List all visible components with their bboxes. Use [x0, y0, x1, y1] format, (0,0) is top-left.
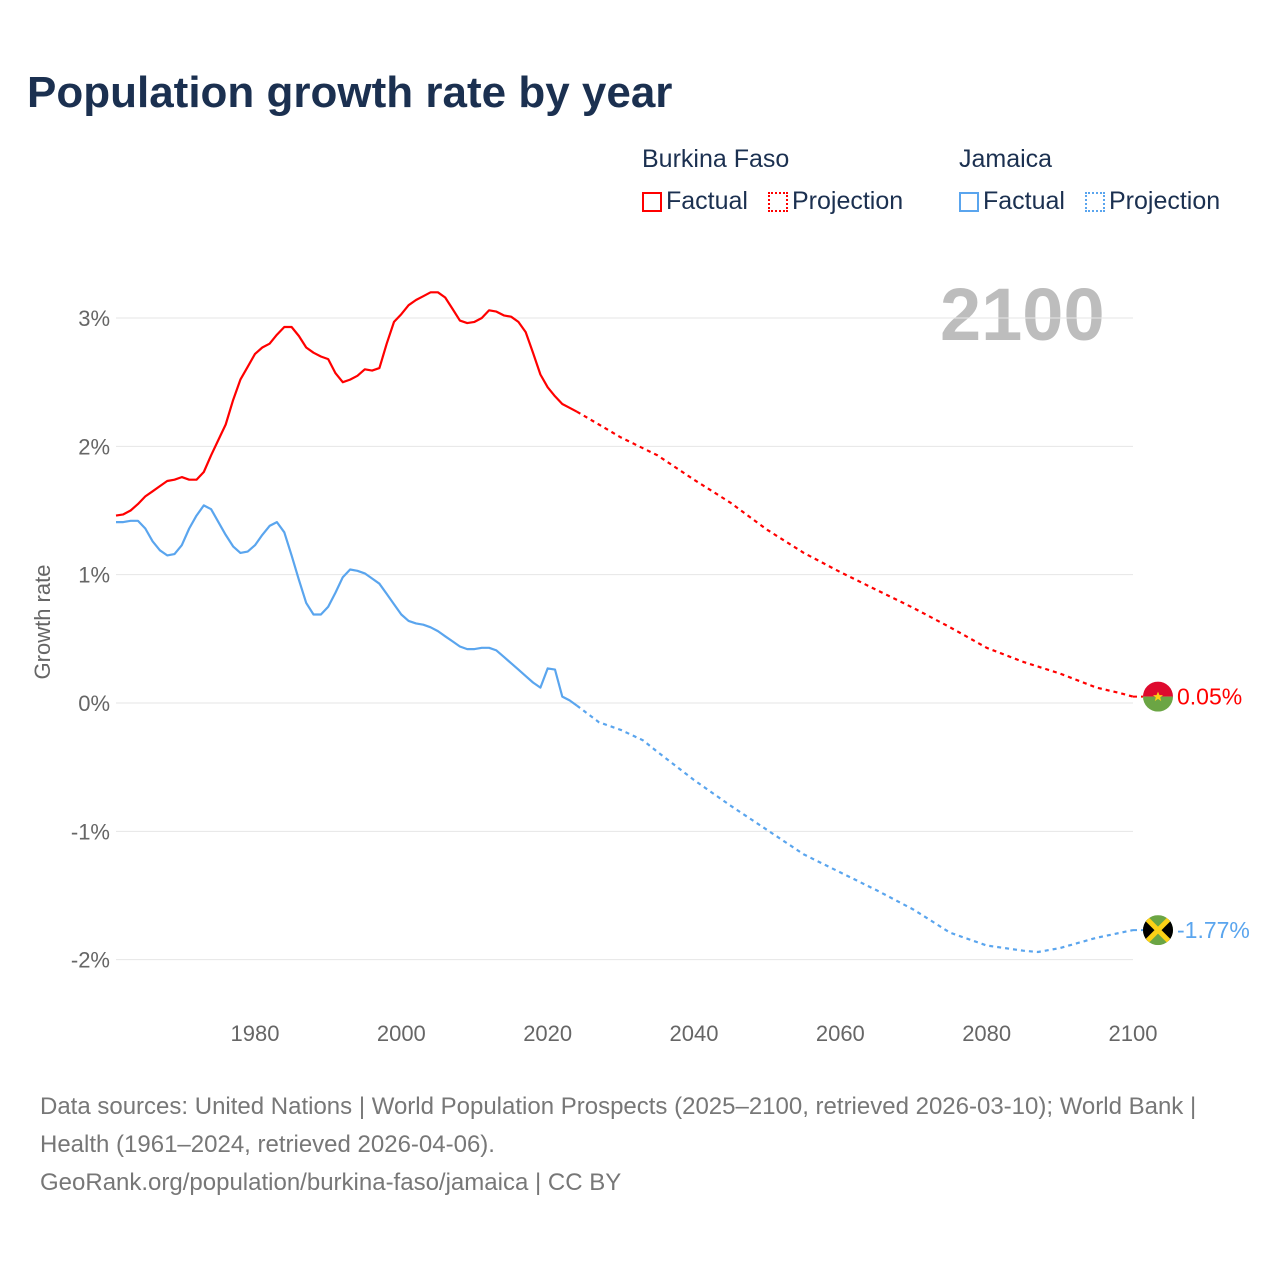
legend-country: Jamaica [959, 145, 1053, 173]
y-tick-label: 0% [78, 691, 110, 716]
series-line [576, 410, 1134, 698]
page-title: Population growth rate by year [27, 68, 673, 117]
y-axis-label: Growth rate [30, 565, 55, 680]
y-tick-label: -2% [71, 948, 110, 973]
legend-jamaica: Jamaica Factual Projection [959, 145, 1234, 216]
source-link[interactable]: GeoRank.org/population/burkina-faso/jama… [40, 1169, 622, 1196]
footer: Data sources: United Nations | World Pop… [40, 1088, 1230, 1202]
y-tick-label: -1% [71, 819, 110, 844]
legend-burkina-faso: Burkina Faso Factual Projection [642, 145, 917, 216]
legend-factual[interactable]: Factual [642, 187, 748, 216]
x-tick-label: 2100 [1109, 1021, 1158, 1046]
data-sources: Data sources: United Nations | World Pop… [40, 1093, 1197, 1158]
legend-country: Burkina Faso [642, 145, 790, 173]
legend-factual[interactable]: Factual [959, 187, 1065, 216]
x-tick-label: 2000 [377, 1021, 426, 1046]
legend-label: Factual [983, 187, 1065, 215]
burkina-faso-flag-icon [1143, 681, 1173, 712]
factual-swatch-icon [642, 191, 662, 212]
legend-label: Projection [791, 187, 904, 215]
legend-projection[interactable]: Projection [767, 187, 904, 216]
legend-label: Projection [1108, 187, 1221, 215]
x-tick-label: 2020 [523, 1021, 572, 1046]
series-line [115, 291, 578, 517]
factual-swatch-icon [959, 191, 979, 212]
projection-swatch-icon [767, 191, 788, 212]
y-tick-label: 1% [78, 563, 110, 588]
legend-label: Factual [666, 187, 748, 215]
y-tick-label: 2% [78, 434, 110, 459]
y-tick-label: 3% [78, 306, 110, 331]
x-tick-label: 2080 [962, 1021, 1011, 1046]
series-line [116, 504, 578, 707]
year-badge: 2100 [940, 273, 1105, 356]
x-tick-label: 2060 [816, 1021, 865, 1046]
x-tick-label: 1980 [231, 1021, 280, 1046]
end-label-burkina-faso: 0.05% [1177, 684, 1242, 710]
projection-swatch-icon [1084, 191, 1105, 212]
x-tick-label: 2040 [670, 1021, 719, 1046]
jamaica-flag-icon [1143, 915, 1173, 946]
series-line [576, 704, 1134, 954]
legend-projection[interactable]: Projection [1084, 187, 1221, 216]
end-label-jamaica: -1.77% [1177, 917, 1250, 943]
